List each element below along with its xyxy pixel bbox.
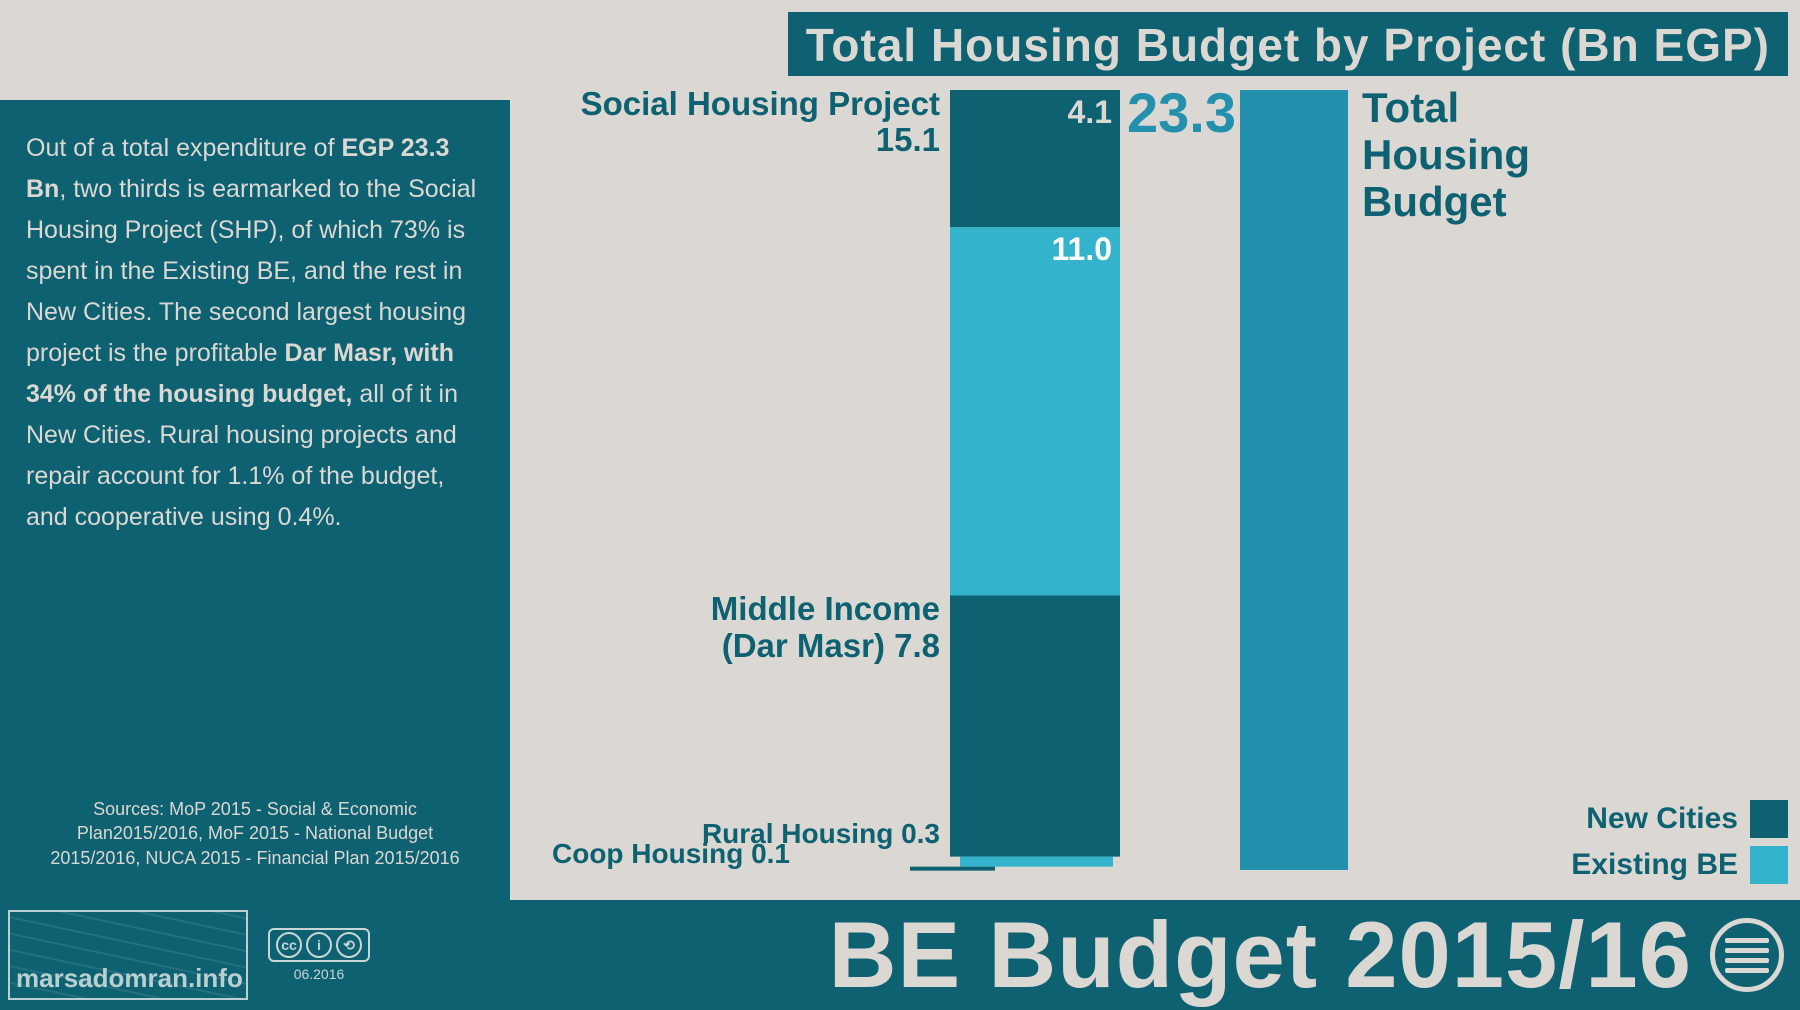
source-site-text: marsadomran.info: [16, 963, 243, 994]
budget-coin-icon: [1710, 918, 1784, 992]
total-text-label: TotalHousingBudget: [1362, 84, 1662, 225]
publish-date: 06.2016: [294, 966, 345, 982]
chart-legend: New Cities Existing BE: [1571, 800, 1788, 884]
cc-license: cci⟲ 06.2016: [268, 928, 370, 982]
footer-title: BE Budget 2015/16: [829, 901, 1800, 1009]
sidebar-panel: Out of a total expenditure of EGP 23.3 B…: [0, 100, 510, 900]
legend-item: New Cities: [1586, 800, 1788, 838]
total-value-label: 23.3: [1110, 80, 1236, 145]
footer-title-text: BE Budget 2015/16: [829, 901, 1692, 1009]
source-logo: marsadomran.info: [8, 910, 248, 1000]
housing-budget-chart: 23.3 TotalHousingBudget New Cities Existi…: [550, 80, 1790, 900]
footer-bar: marsadomran.info cci⟲ 06.2016 BE Budget …: [0, 900, 1800, 1010]
cc-badge-icon: cci⟲: [268, 928, 370, 962]
chart-title-bar: Total Housing Budget by Project (Bn EGP): [788, 12, 1788, 76]
footer-left: marsadomran.info cci⟲ 06.2016: [0, 910, 370, 1000]
summary-paragraph: Out of a total expenditure of EGP 23.3 B…: [26, 128, 484, 538]
legend-item: Existing BE: [1571, 846, 1788, 884]
chart-title: Total Housing Budget by Project (Bn EGP): [806, 19, 1770, 71]
